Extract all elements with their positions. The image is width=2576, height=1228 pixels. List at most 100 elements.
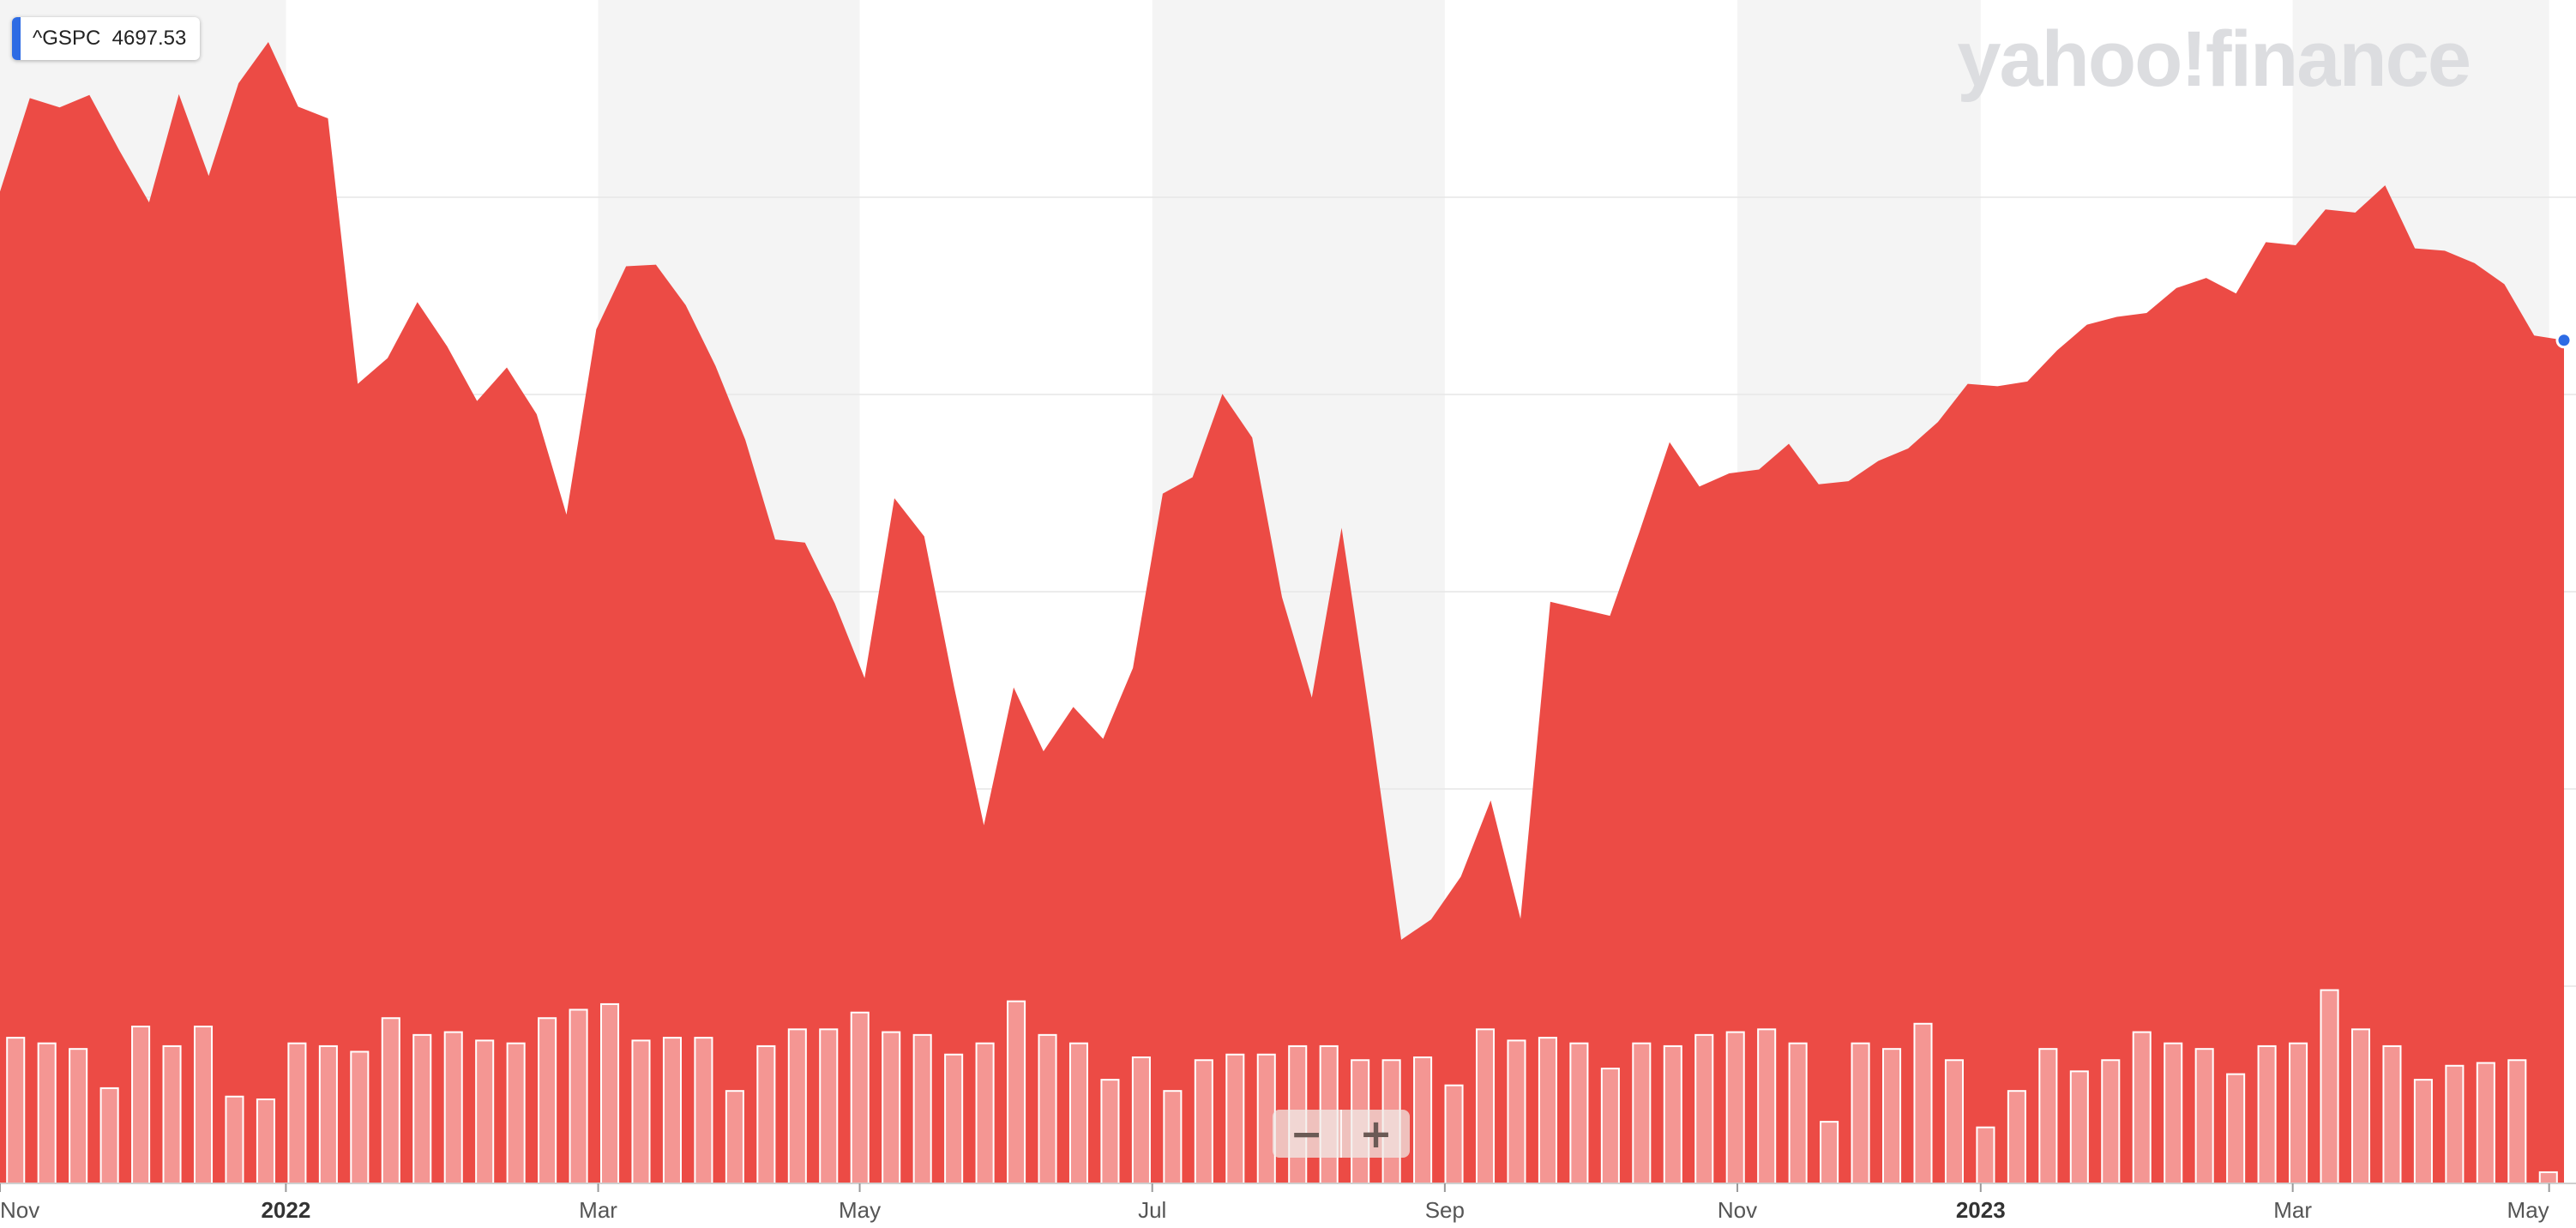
x-tick-label: 2023 bbox=[1956, 1197, 2006, 1223]
volume-bar bbox=[1444, 1084, 1464, 1185]
volume-bar bbox=[1663, 1044, 1682, 1184]
volume-bar bbox=[350, 1050, 370, 1185]
volume-bar bbox=[538, 1017, 557, 1184]
volume-bar bbox=[1163, 1090, 1183, 1184]
legend-value: 4697.53 bbox=[111, 27, 187, 50]
volume-bar bbox=[1694, 1033, 1714, 1184]
volume-bar bbox=[1538, 1037, 1557, 1184]
volume-bar bbox=[1475, 1028, 1496, 1184]
volume-bar bbox=[2413, 1079, 2433, 1184]
volume-bar bbox=[1913, 1022, 1933, 1184]
x-tick-label: 2022 bbox=[261, 1197, 310, 1223]
volume-bar bbox=[162, 1044, 182, 1184]
legend-spacer bbox=[100, 27, 111, 51]
volume-bar bbox=[944, 1053, 964, 1185]
x-tick-label: May bbox=[839, 1197, 881, 1223]
volume-bar bbox=[318, 1044, 338, 1184]
volume-bar bbox=[631, 1039, 651, 1185]
volume-bar bbox=[1413, 1056, 1433, 1184]
volume-bar bbox=[662, 1037, 682, 1184]
volume-bar bbox=[2289, 1042, 2308, 1185]
volume-bar bbox=[2038, 1048, 2058, 1184]
volume-bar bbox=[131, 1026, 151, 1184]
volume-bar bbox=[381, 1017, 400, 1184]
volume-bar bbox=[443, 1031, 463, 1185]
volume-bar bbox=[2069, 1070, 2089, 1184]
volume-bar bbox=[225, 1095, 244, 1185]
volume-bar bbox=[1225, 1053, 1245, 1185]
price-area bbox=[0, 42, 2564, 1183]
x-tick-label: May bbox=[2507, 1197, 2549, 1223]
x-tick-label: Jul bbox=[1138, 1197, 1166, 1223]
volume-bar bbox=[506, 1042, 526, 1185]
volume-bar bbox=[1569, 1042, 1589, 1185]
x-tick-label: Mar bbox=[2273, 1197, 2312, 1223]
volume-bar bbox=[694, 1037, 713, 1184]
volume-bar bbox=[1507, 1039, 1526, 1185]
x-tick-label: Nov bbox=[1718, 1197, 1757, 1223]
volume-bar bbox=[2164, 1042, 2183, 1185]
volume-bar bbox=[1194, 1059, 1213, 1184]
last-price-marker[interactable] bbox=[2555, 332, 2573, 349]
volume-bar bbox=[1038, 1033, 1057, 1184]
yahoo-finance-watermark: yahoo!finance bbox=[1957, 15, 2470, 103]
volume-bar bbox=[1100, 1079, 1120, 1184]
symbol-legend[interactable]: ^GSPC 4697.53 bbox=[12, 17, 201, 60]
volume-bar bbox=[1757, 1028, 1777, 1184]
volume-bar bbox=[2226, 1073, 2246, 1185]
volume-bar bbox=[69, 1048, 88, 1184]
volume-bar bbox=[912, 1033, 932, 1184]
x-tick-label: Sep bbox=[1425, 1197, 1465, 1223]
x-tick-label: Nov bbox=[0, 1197, 39, 1223]
volume-bar bbox=[1788, 1042, 1808, 1185]
volume-bar bbox=[1851, 1042, 1870, 1185]
volume-bar bbox=[725, 1090, 744, 1184]
x-axis: Nov 2022 Mar May Jul Sep Nov 2023 Mar May bbox=[0, 1183, 2576, 1223]
volume-bar bbox=[787, 1028, 807, 1184]
volume-bar bbox=[2132, 1031, 2152, 1185]
volume-bar bbox=[37, 1042, 57, 1185]
volume-bar bbox=[2507, 1059, 2527, 1184]
volume-bar bbox=[850, 1011, 870, 1185]
volume-bar bbox=[756, 1044, 776, 1184]
volume-bar bbox=[1632, 1042, 1652, 1185]
volume-bar bbox=[1600, 1068, 1620, 1184]
volume-bar bbox=[975, 1042, 995, 1185]
zoom-out-button[interactable]: − bbox=[1290, 1111, 1323, 1157]
volume-bar bbox=[2445, 1064, 2465, 1185]
volume-bar bbox=[256, 1098, 275, 1184]
volume-bar bbox=[475, 1039, 495, 1185]
x-tick-label: Mar bbox=[579, 1197, 617, 1223]
volume-bar bbox=[6, 1037, 26, 1184]
volume-bar bbox=[600, 1002, 620, 1184]
volume-bar bbox=[1725, 1031, 1745, 1185]
volume-bar bbox=[2476, 1062, 2495, 1185]
volume-bar bbox=[1882, 1048, 1902, 1184]
volume-bar bbox=[1944, 1059, 1964, 1184]
volume-bar bbox=[1131, 1056, 1151, 1184]
legend-symbol: ^GSPC bbox=[33, 27, 101, 50]
zoom-controls: − + bbox=[1273, 1110, 1410, 1158]
volume-bar bbox=[2320, 989, 2339, 1185]
volume-bar bbox=[2007, 1090, 2026, 1184]
volume-bar bbox=[193, 1026, 214, 1184]
volume-bar bbox=[1820, 1121, 1839, 1184]
volume-bar bbox=[569, 1008, 588, 1185]
volume-bar bbox=[2101, 1059, 2121, 1184]
volume-bar bbox=[1007, 1000, 1026, 1185]
volume-bar bbox=[1976, 1126, 1995, 1185]
volume-bar bbox=[2257, 1044, 2277, 1184]
volume-bar bbox=[2350, 1028, 2371, 1184]
volume-bar bbox=[882, 1031, 901, 1185]
zoom-in-button[interactable]: + bbox=[1359, 1111, 1393, 1157]
volume-bar bbox=[2194, 1048, 2214, 1184]
volume-bar bbox=[287, 1042, 307, 1185]
volume-bar bbox=[1068, 1042, 1089, 1185]
volume-bar bbox=[2538, 1171, 2558, 1185]
volume-bar bbox=[819, 1028, 839, 1184]
volume-bar bbox=[412, 1033, 432, 1184]
volume-bar bbox=[2382, 1044, 2402, 1184]
legend-color-swatch bbox=[12, 17, 21, 60]
volume-bar bbox=[99, 1087, 119, 1184]
